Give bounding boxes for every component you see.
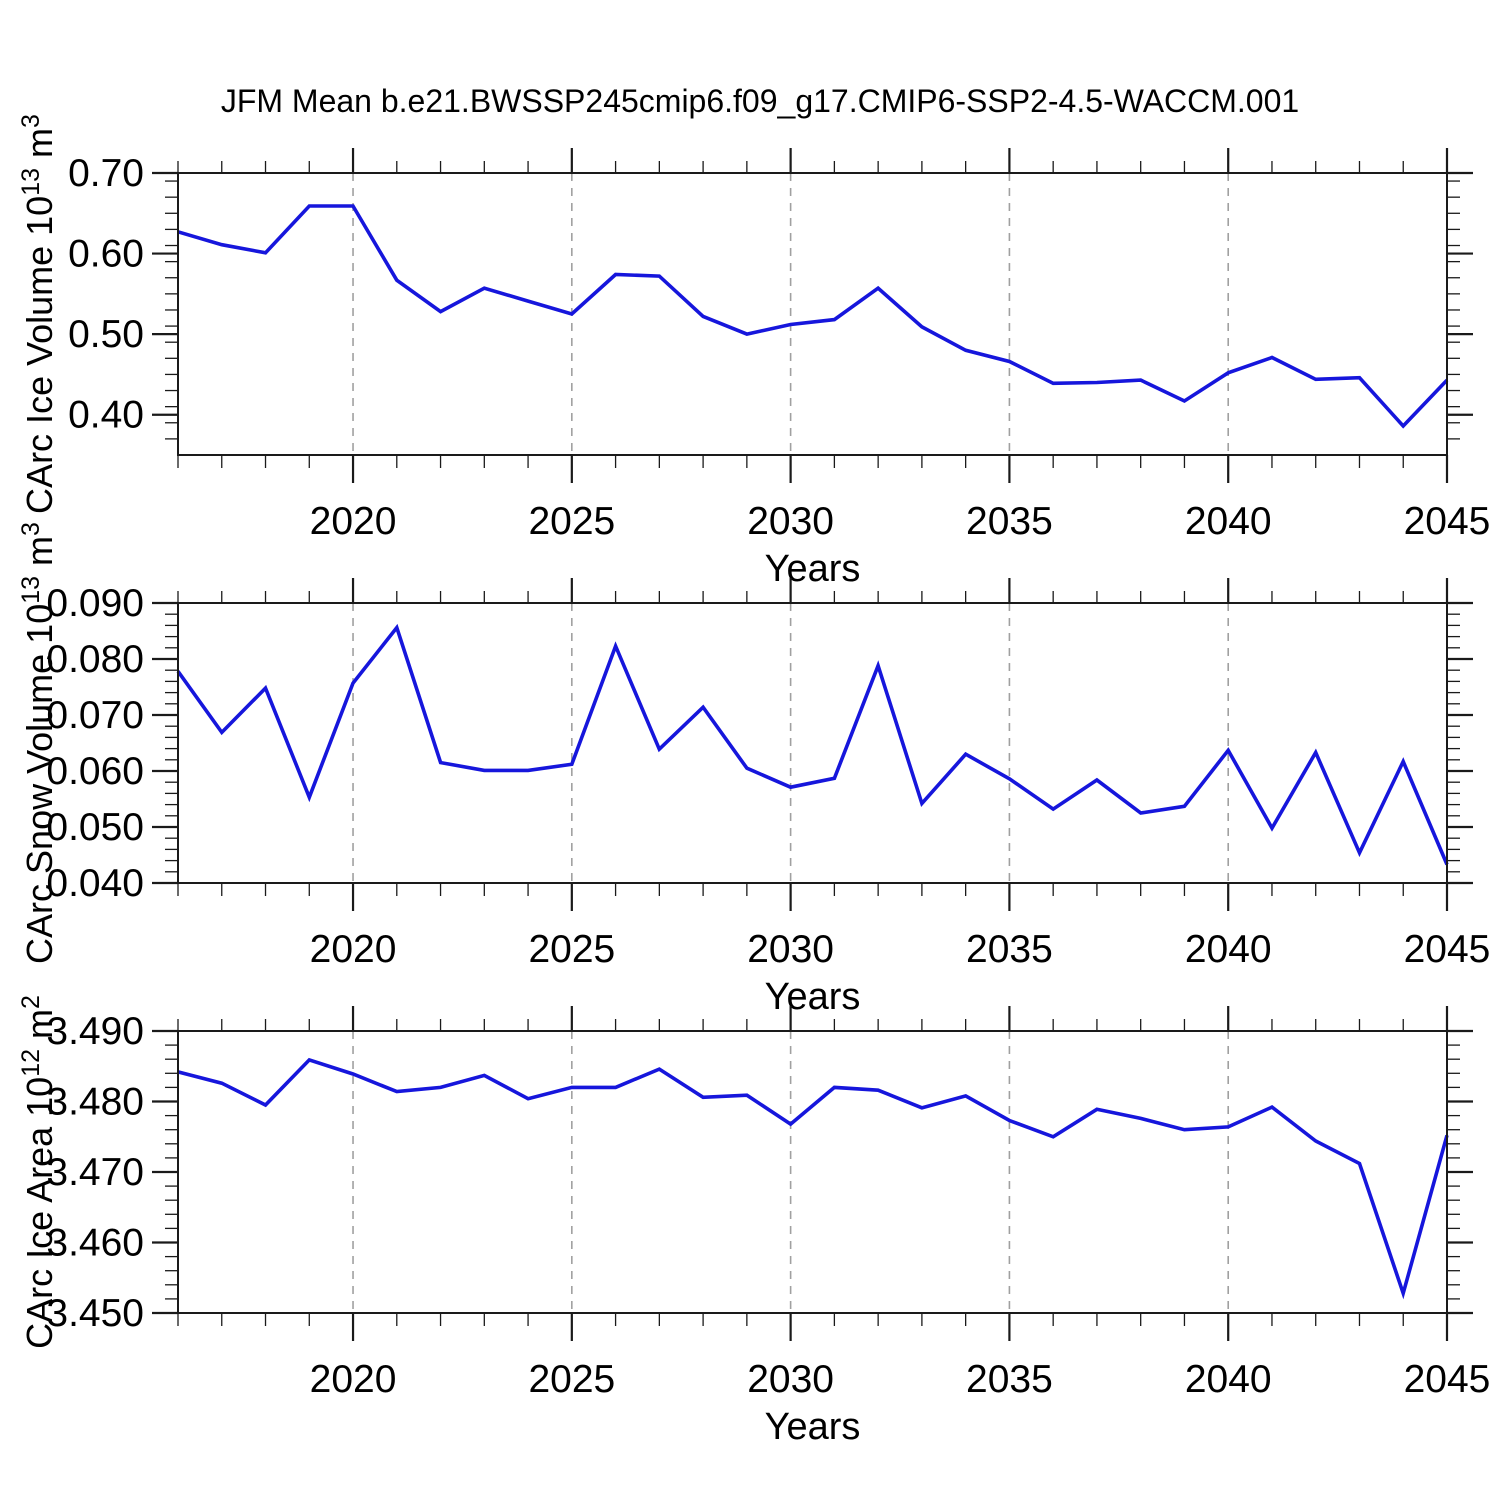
x-tick-label-2040: 2040 — [1185, 928, 1272, 971]
x-tick-label-2030: 2030 — [747, 1358, 834, 1401]
y-tick-label-0.040: 0.040 — [46, 862, 144, 905]
y-tick-label-3.480: 3.480 — [46, 1081, 144, 1124]
x-tick-label-2040: 2040 — [1185, 500, 1272, 543]
x-axis-title: Years — [765, 1406, 861, 1448]
x-tick-label-2045: 2045 — [1404, 500, 1491, 543]
y-tick-label-0.090: 0.090 — [46, 582, 144, 625]
y-tick-label-0.050: 0.050 — [46, 806, 144, 849]
x-tick-label-2040: 2040 — [1185, 1358, 1272, 1401]
x-axis-title: Years — [765, 976, 861, 1018]
plot-border — [177, 602, 1448, 884]
x-tick-label-2035: 2035 — [966, 500, 1053, 543]
y-axis-title-carc-ice-area: CArc Ice Area 1012 m2 — [17, 995, 60, 1349]
x-tick-label-2045: 2045 — [1404, 1358, 1491, 1401]
y-tick-label-0.080: 0.080 — [46, 638, 144, 681]
series-line-carc-snow-volume — [176, 623, 1449, 866]
y-tick-label-0.70: 0.70 — [68, 152, 144, 195]
y-tick-label-0.40: 0.40 — [68, 394, 144, 437]
plot-border — [177, 1030, 1448, 1314]
y-tick-label-0.50: 0.50 — [68, 313, 144, 356]
x-tick-label-2020: 2020 — [310, 1358, 397, 1401]
y-tick-label-0.060: 0.060 — [46, 750, 144, 793]
x-tick-label-2020: 2020 — [310, 500, 397, 543]
chart-snow-volume: 0.040 0.050 0.060 0.070 0.080 0.090 2020 2025 20… — [17, 522, 1490, 1018]
x-tick-label-2030: 2030 — [747, 500, 834, 543]
x-axis-title: Years — [765, 548, 861, 590]
x-tick-label-2025: 2025 — [528, 500, 615, 543]
chart-ice-volume: 0.40 0.50 0.60 0.70 2020 2025 2030 2035 2040 2045… — [17, 114, 1490, 590]
y-tick-label-3.490: 3.490 — [46, 1010, 144, 1053]
chart-ice-area: 3.450 3.460 3.470 3.480 3.490 2020 2025 2030 203… — [17, 995, 1490, 1448]
series-line-carc-ice-volume — [177, 204, 1449, 429]
series-line-carc-ice-area — [177, 1057, 1449, 1300]
x-tick-label-2035: 2035 — [966, 1358, 1053, 1401]
figure-title: JFM Mean b.e21.BWSSP245cmip6.f09_g17.CMI… — [221, 83, 1299, 119]
y-tick-label-0.60: 0.60 — [68, 233, 144, 276]
y-axis-title-carc-ice-volume: CArc Ice Volume 1013 m3 — [17, 114, 60, 514]
plot-border — [177, 172, 1448, 456]
x-tick-label-2025: 2025 — [528, 1358, 615, 1401]
x-tick-label-2045: 2045 — [1404, 928, 1491, 971]
y-tick-label-3.470: 3.470 — [46, 1151, 144, 1194]
x-tick-label-2020: 2020 — [310, 928, 397, 971]
y-tick-label-3.460: 3.460 — [46, 1222, 144, 1265]
x-tick-label-2025: 2025 — [528, 928, 615, 971]
x-tick-label-2035: 2035 — [966, 928, 1053, 971]
y-tick-label-0.070: 0.070 — [46, 694, 144, 737]
x-tick-label-2030: 2030 — [747, 928, 834, 971]
y-axis-title-carc-snow-volume: CArc Snow Volume 1013 m3 — [17, 522, 60, 964]
y-tick-label-3.450: 3.450 — [46, 1292, 144, 1335]
